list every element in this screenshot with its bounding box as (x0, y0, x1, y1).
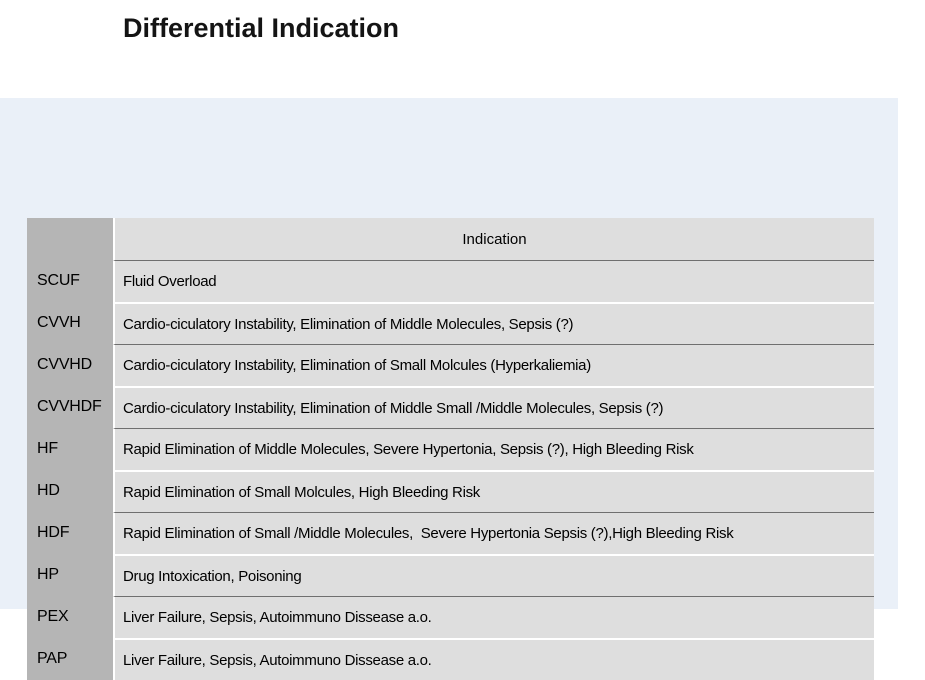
row-indication: Cardio-ciculatory Instability, Eliminati… (113, 344, 874, 386)
table-row: CVVHD Cardio-ciculatory Instability, Eli… (27, 344, 874, 386)
row-indication: Rapid Elimination of Small /Middle Molec… (113, 512, 874, 554)
content-panel: Indication SCUF Fluid Overload CVVH Card… (0, 98, 898, 680)
header-indication-cell: Indication (113, 218, 874, 260)
row-label: PAP (27, 638, 113, 680)
header-label-cell (27, 218, 113, 260)
row-indication: Rapid Elimination of Middle Molecules, S… (113, 428, 874, 470)
table-row: PEX Liver Failure, Sepsis, Autoimmuno Di… (27, 596, 874, 638)
row-label: HDF (27, 512, 113, 554)
row-indication: Cardio-ciculatory Instability, Eliminati… (113, 386, 874, 428)
row-label: PEX (27, 596, 113, 638)
row-label: CVVHD (27, 344, 113, 386)
row-indication: Liver Failure, Sepsis, Autoimmuno Dissea… (113, 638, 874, 680)
table-row: HDF Rapid Elimination of Small /Middle M… (27, 512, 874, 554)
row-indication: Liver Failure, Sepsis, Autoimmuno Dissea… (113, 596, 874, 638)
indication-table: Indication SCUF Fluid Overload CVVH Card… (27, 218, 874, 680)
row-indication: Fluid Overload (113, 260, 874, 302)
table-row: HP Drug Intoxication, Poisoning (27, 554, 874, 596)
indication-table-body: SCUF Fluid Overload CVVH Cardio-ciculato… (27, 260, 874, 680)
table-row: HD Rapid Elimination of Small Molcules, … (27, 470, 874, 512)
table-row: HF Rapid Elimination of Middle Molecules… (27, 428, 874, 470)
row-indication: Drug Intoxication, Poisoning (113, 554, 874, 596)
table-row: SCUF Fluid Overload (27, 260, 874, 302)
row-indication: Cardio-ciculatory Instability, Eliminati… (113, 302, 874, 344)
row-label: HF (27, 428, 113, 470)
slide-title: Differential Indication (123, 13, 400, 43)
row-label: CVVH (27, 302, 113, 344)
row-label: HP (27, 554, 113, 596)
row-label: HD (27, 470, 113, 512)
row-indication: Rapid Elimination of Small Molcules, Hig… (113, 470, 874, 512)
table-header-row: Indication (27, 218, 874, 260)
table-row: PAP Liver Failure, Sepsis, Autoimmuno Di… (27, 638, 874, 680)
row-label: SCUF (27, 260, 113, 302)
row-label: CVVHDF (27, 386, 113, 428)
table-row: CVVH Cardio-ciculatory Instability, Elim… (27, 302, 874, 344)
table-row: CVVHDF Cardio-ciculatory Instability, El… (27, 386, 874, 428)
